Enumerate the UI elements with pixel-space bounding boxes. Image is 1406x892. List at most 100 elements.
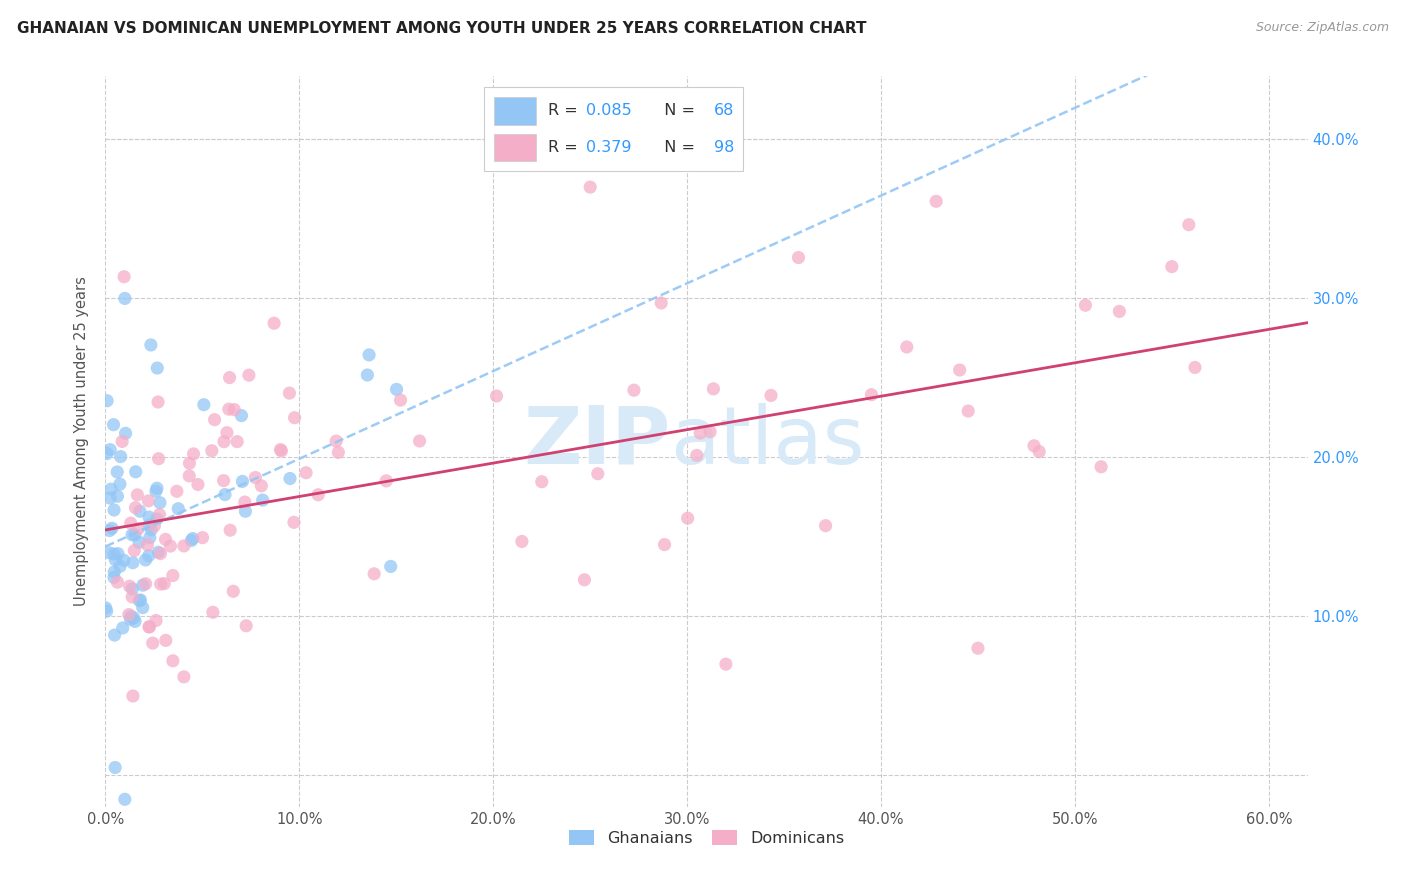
Point <box>103 417 125 432</box>
Point <box>138 510 160 524</box>
Point <box>191 531 214 545</box>
Point <box>357 348 380 362</box>
Point <box>586 467 609 481</box>
Text: 68: 68 <box>714 103 734 119</box>
Text: R =: R = <box>548 140 582 155</box>
Point <box>98 546 121 560</box>
Point <box>103 570 125 584</box>
Point <box>148 451 170 466</box>
FancyBboxPatch shape <box>494 97 536 125</box>
Point <box>689 425 711 440</box>
Y-axis label: Unemployment Among Youth under 25 years: Unemployment Among Youth under 25 years <box>75 277 90 607</box>
Point <box>702 382 724 396</box>
Point <box>193 398 215 412</box>
Point <box>112 553 135 567</box>
Point <box>1028 444 1050 458</box>
FancyBboxPatch shape <box>484 87 742 171</box>
Point <box>623 383 645 397</box>
Point <box>101 521 124 535</box>
Point <box>375 474 398 488</box>
Point <box>579 180 602 194</box>
Point <box>218 402 240 417</box>
Point <box>173 539 195 553</box>
Point <box>135 576 157 591</box>
Text: 0.379: 0.379 <box>586 140 631 155</box>
Point <box>215 425 238 440</box>
Point <box>120 612 142 626</box>
Point <box>676 511 699 525</box>
Point <box>121 528 143 542</box>
Point <box>148 545 170 559</box>
Point <box>104 760 127 774</box>
Point <box>104 553 127 567</box>
Text: R =: R = <box>548 103 582 119</box>
Point <box>408 434 430 448</box>
FancyBboxPatch shape <box>494 134 536 161</box>
Point <box>138 620 160 634</box>
Text: ZIP: ZIP <box>523 402 671 481</box>
Text: N =: N = <box>654 103 700 119</box>
Point <box>295 466 318 480</box>
Point <box>159 539 181 553</box>
Point <box>128 593 150 607</box>
Point <box>153 576 176 591</box>
Point <box>686 449 709 463</box>
Point <box>107 547 129 561</box>
Text: Source: ZipAtlas.com: Source: ZipAtlas.com <box>1256 21 1389 34</box>
Point <box>107 575 129 590</box>
Point <box>1184 360 1206 375</box>
Point <box>1074 298 1097 312</box>
Point <box>233 495 256 509</box>
Point <box>212 434 235 449</box>
Point <box>149 547 172 561</box>
Point <box>1108 304 1130 318</box>
Point <box>121 582 143 596</box>
Point <box>120 516 142 531</box>
Point <box>201 443 224 458</box>
Point <box>181 532 204 546</box>
Point <box>307 488 329 502</box>
Point <box>699 425 721 439</box>
Point <box>139 338 162 352</box>
Point <box>96 393 118 408</box>
Point <box>204 412 226 426</box>
Point <box>139 531 162 545</box>
Point <box>135 553 157 567</box>
Point <box>127 488 149 502</box>
Point <box>121 590 143 604</box>
Point <box>146 395 169 409</box>
Point <box>949 363 972 377</box>
Point <box>284 410 307 425</box>
Point <box>114 426 136 441</box>
Point <box>389 393 412 408</box>
Point <box>166 484 188 499</box>
Point <box>896 340 918 354</box>
Point <box>132 600 155 615</box>
Point <box>231 409 253 423</box>
Point <box>141 523 163 537</box>
Point <box>180 533 202 548</box>
Point <box>103 503 125 517</box>
Point <box>146 512 169 526</box>
Point <box>162 568 184 582</box>
Point <box>224 402 246 417</box>
Point <box>138 549 160 563</box>
Point <box>100 482 122 496</box>
Point <box>124 500 146 515</box>
Point <box>138 620 160 634</box>
Text: N =: N = <box>654 140 700 155</box>
Point <box>925 194 948 209</box>
Point <box>98 524 121 538</box>
Point <box>138 518 160 533</box>
Point <box>510 534 533 549</box>
Point <box>162 654 184 668</box>
Point <box>138 494 160 508</box>
Point <box>114 292 136 306</box>
Point <box>250 479 273 493</box>
Point <box>270 443 292 458</box>
Point <box>128 504 150 518</box>
Point <box>278 471 301 485</box>
Point <box>118 579 141 593</box>
Point <box>111 621 134 635</box>
Point <box>111 434 134 449</box>
